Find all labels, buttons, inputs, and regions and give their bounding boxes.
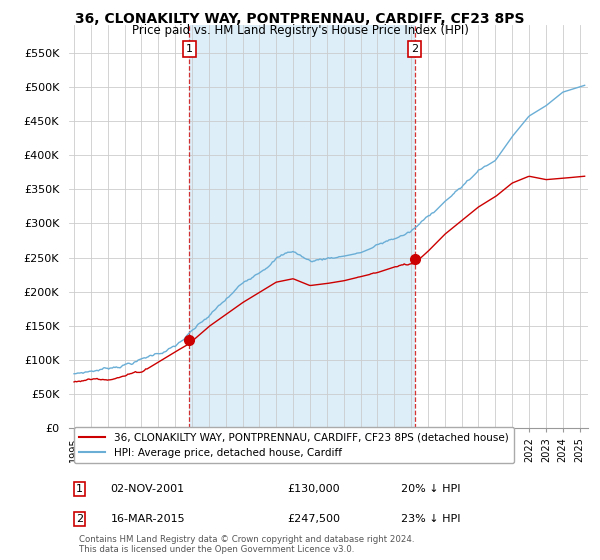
Text: 2: 2	[76, 514, 83, 524]
Text: 36, CLONAKILTY WAY, PONTPRENNAU, CARDIFF, CF23 8PS: 36, CLONAKILTY WAY, PONTPRENNAU, CARDIFF…	[75, 12, 525, 26]
Text: 2: 2	[411, 44, 418, 54]
Text: £130,000: £130,000	[287, 484, 340, 494]
Text: £247,500: £247,500	[287, 514, 340, 524]
Text: 16-MAR-2015: 16-MAR-2015	[110, 514, 185, 524]
Text: 20% ↓ HPI: 20% ↓ HPI	[401, 484, 461, 494]
Bar	[190, 25, 415, 428]
Text: 1: 1	[76, 484, 83, 494]
Text: 02-NOV-2001: 02-NOV-2001	[110, 484, 185, 494]
Text: 23% ↓ HPI: 23% ↓ HPI	[401, 514, 461, 524]
Legend: 36, CLONAKILTY WAY, PONTPRENNAU, CARDIFF, CF23 8PS (detached house), HPI: Averag: 36, CLONAKILTY WAY, PONTPRENNAU, CARDIFF…	[74, 427, 514, 463]
Text: Price paid vs. HM Land Registry's House Price Index (HPI): Price paid vs. HM Land Registry's House …	[131, 24, 469, 36]
Text: Contains HM Land Registry data © Crown copyright and database right 2024.
This d: Contains HM Land Registry data © Crown c…	[79, 535, 415, 554]
Text: 1: 1	[186, 44, 193, 54]
